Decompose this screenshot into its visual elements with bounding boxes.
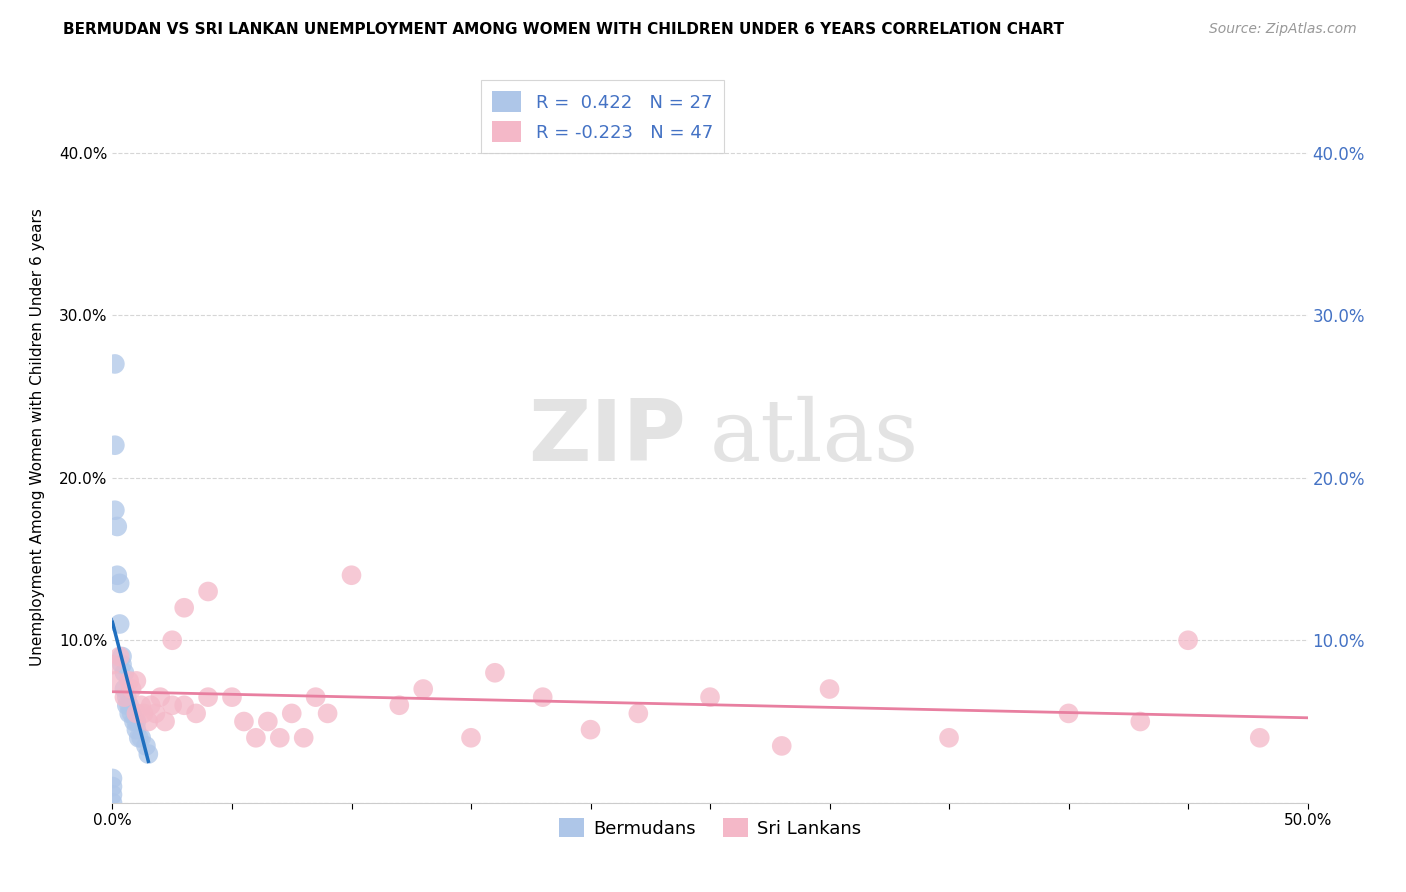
Point <box>197 690 219 705</box>
Point <box>118 673 141 688</box>
Point <box>129 731 152 745</box>
Point <box>316 706 339 721</box>
Point <box>104 357 127 371</box>
Point <box>125 723 148 737</box>
Point <box>128 731 150 745</box>
Point <box>233 714 256 729</box>
Point <box>269 731 291 745</box>
Point <box>145 706 167 721</box>
Text: atlas: atlas <box>710 395 920 479</box>
Point <box>579 723 602 737</box>
Point <box>292 731 315 745</box>
Point <box>162 698 183 713</box>
Point <box>115 698 138 713</box>
Point <box>108 617 131 632</box>
Point <box>104 503 127 517</box>
Point <box>627 706 650 721</box>
Point <box>125 714 148 729</box>
Point <box>132 706 155 721</box>
Point <box>101 657 124 672</box>
Point <box>460 731 482 745</box>
Point <box>125 706 148 721</box>
Point <box>484 665 506 680</box>
Point <box>104 673 127 688</box>
Point <box>101 780 124 794</box>
Point <box>531 690 554 705</box>
Point <box>149 690 172 705</box>
Point <box>125 673 148 688</box>
Point <box>114 690 135 705</box>
Point <box>162 633 183 648</box>
Point <box>221 690 243 705</box>
Point <box>104 438 127 452</box>
Point <box>135 739 157 753</box>
Point <box>153 714 176 729</box>
Point <box>770 739 793 753</box>
Point <box>118 706 141 721</box>
Point <box>114 681 135 696</box>
Point <box>121 706 143 721</box>
Text: Source: ZipAtlas.com: Source: ZipAtlas.com <box>1209 22 1357 37</box>
Text: BERMUDAN VS SRI LANKAN UNEMPLOYMENT AMONG WOMEN WITH CHILDREN UNDER 6 YEARS CORR: BERMUDAN VS SRI LANKAN UNEMPLOYMENT AMON… <box>63 22 1064 37</box>
Point <box>111 649 134 664</box>
Point <box>101 788 124 802</box>
Point <box>129 698 152 713</box>
Point <box>818 681 841 696</box>
Point <box>1057 706 1080 721</box>
Point <box>138 747 160 761</box>
Point <box>305 690 328 705</box>
Point <box>173 600 195 615</box>
Point <box>121 681 143 696</box>
Point <box>938 731 960 745</box>
Point <box>1249 731 1271 745</box>
Point <box>412 681 434 696</box>
Point <box>101 796 124 810</box>
Point <box>115 690 138 705</box>
Point <box>114 665 135 680</box>
Legend: Bermudans, Sri Lankans: Bermudans, Sri Lankans <box>551 811 869 845</box>
Point <box>173 698 195 713</box>
Point <box>139 698 162 713</box>
Point <box>245 731 267 745</box>
Point <box>138 714 160 729</box>
Point <box>108 649 131 664</box>
Point <box>186 706 208 721</box>
Point <box>257 714 280 729</box>
Point <box>197 584 219 599</box>
Point <box>340 568 363 582</box>
Point <box>108 576 131 591</box>
Point <box>699 690 721 705</box>
Point <box>105 568 128 582</box>
Point <box>105 519 128 533</box>
Point <box>101 772 124 786</box>
Point <box>388 698 411 713</box>
Point <box>111 657 134 672</box>
Y-axis label: Unemployment Among Women with Children Under 6 years: Unemployment Among Women with Children U… <box>31 208 45 666</box>
Point <box>122 714 145 729</box>
Point <box>1177 633 1199 648</box>
Point <box>1129 714 1152 729</box>
Text: ZIP: ZIP <box>529 395 686 479</box>
Point <box>281 706 304 721</box>
Point <box>118 698 141 713</box>
